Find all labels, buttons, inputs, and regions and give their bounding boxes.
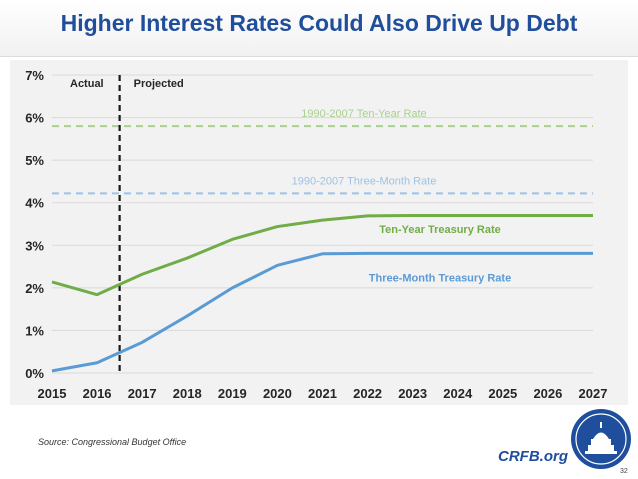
chart-panel: 0% 1% 2% 3% 4% 5% 6% 7% 2015 2016 2017 2018 2019 2020… <box>10 60 628 405</box>
series-label: Three-Month Treasury Rate <box>369 272 511 284</box>
source-note: Source: Congressional Budget Office <box>38 437 187 447</box>
x-tick-label: 2026 <box>533 386 562 401</box>
series-line <box>51 213 593 297</box>
x-tick-label: 2017 <box>128 386 157 401</box>
y-tick-label: 0% <box>25 366 44 381</box>
reference-line-label: 1990-2007 Ten-Year Rate <box>301 108 426 120</box>
x-tick-label: 2016 <box>83 386 112 401</box>
y-tick-label: 3% <box>25 238 44 253</box>
page-number: 32 <box>620 468 628 475</box>
y-tick-label: 2% <box>25 281 44 296</box>
y-tick-label: 4% <box>25 196 44 211</box>
x-tick-label: 2024 <box>443 386 473 401</box>
x-tick-label: 2021 <box>308 386 337 401</box>
y-tick-label: 5% <box>25 153 44 168</box>
x-tick-label: 2015 <box>38 386 67 401</box>
series-line <box>51 251 593 373</box>
divider-right-label: Projected <box>134 78 184 90</box>
y-tick-label: 6% <box>25 111 44 126</box>
x-tick-label: 2018 <box>173 386 202 401</box>
brand-link[interactable]: CRFB.org <box>498 448 568 465</box>
reference-line-label: 1990-2007 Three-Month Rate <box>292 175 437 187</box>
capitol-seal-icon <box>571 409 631 469</box>
y-tick-label: 7% <box>25 68 44 83</box>
interest-rate-chart: 0% 1% 2% 3% 4% 5% 6% 7% 2015 2016 2017 2018 2019 2020… <box>25 68 608 401</box>
x-tick-label: 2020 <box>263 386 292 401</box>
slide-title: Higher Interest Rates Could Also Drive U… <box>60 10 578 36</box>
x-tick-label: 2023 <box>398 386 427 401</box>
title-bar: Higher Interest Rates Could Also Drive U… <box>0 0 638 57</box>
x-tick-label: 2027 <box>579 386 608 401</box>
divider-left-label: Actual <box>70 78 104 90</box>
x-tick-label: 2019 <box>218 386 247 401</box>
x-tick-label: 2025 <box>488 386 517 401</box>
y-tick-label: 1% <box>25 323 44 338</box>
series-label: Ten-Year Treasury Rate <box>379 224 500 236</box>
x-tick-label: 2022 <box>353 386 382 401</box>
